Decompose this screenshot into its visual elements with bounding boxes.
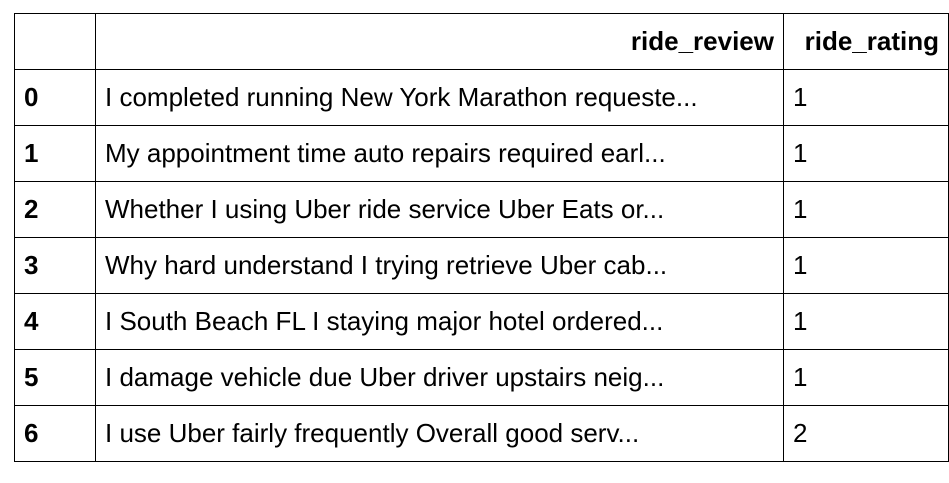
table-body: 0 I completed running New York Marathon … xyxy=(14,69,949,462)
table-row: 0 I completed running New York Marathon … xyxy=(14,69,949,126)
ride-review-cell: Whether I using Uber ride service Uber E… xyxy=(95,181,784,238)
table-row: 5 I damage vehicle due Uber driver upsta… xyxy=(14,349,949,406)
table-header: ride_review ride_rating xyxy=(14,13,949,70)
ride-review-cell: I damage vehicle due Uber driver upstair… xyxy=(95,349,784,406)
row-index: 3 xyxy=(14,237,96,294)
table-row: 2 Whether I using Uber ride service Uber… xyxy=(14,181,949,238)
column-header-ride-review: ride_review xyxy=(95,13,784,70)
ride-review-cell: I completed running New York Marathon re… xyxy=(95,69,784,126)
table-row: 3 Why hard understand I trying retrieve … xyxy=(14,237,949,294)
ride-review-cell: I South Beach FL I staying major hotel o… xyxy=(95,293,784,350)
dataframe-table: ride_review ride_rating 0 I completed ru… xyxy=(14,13,949,462)
table-row: 1 My appointment time auto repairs requi… xyxy=(14,125,949,182)
ride-review-cell: Why hard understand I trying retrieve Ub… xyxy=(95,237,784,294)
ride-rating-cell: 1 xyxy=(783,125,949,182)
column-header-ride-rating: ride_rating xyxy=(783,13,949,70)
row-index: 1 xyxy=(14,125,96,182)
ride-rating-cell: 1 xyxy=(783,349,949,406)
row-index: 2 xyxy=(14,181,96,238)
ride-review-cell: My appointment time auto repairs require… xyxy=(95,125,784,182)
ride-rating-cell: 1 xyxy=(783,181,949,238)
row-index: 6 xyxy=(14,405,96,462)
index-header xyxy=(14,13,96,70)
row-index: 4 xyxy=(14,293,96,350)
ride-rating-cell: 1 xyxy=(783,293,949,350)
ride-review-cell: I use Uber fairly frequently Overall goo… xyxy=(95,405,784,462)
header-row: ride_review ride_rating xyxy=(14,13,949,70)
row-index: 0 xyxy=(14,69,96,126)
ride-rating-cell: 1 xyxy=(783,237,949,294)
table-row: 6 I use Uber fairly frequently Overall g… xyxy=(14,405,949,462)
ride-rating-cell: 1 xyxy=(783,69,949,126)
row-index: 5 xyxy=(14,349,96,406)
table-row: 4 I South Beach FL I staying major hotel… xyxy=(14,293,949,350)
ride-rating-cell: 2 xyxy=(783,405,949,462)
